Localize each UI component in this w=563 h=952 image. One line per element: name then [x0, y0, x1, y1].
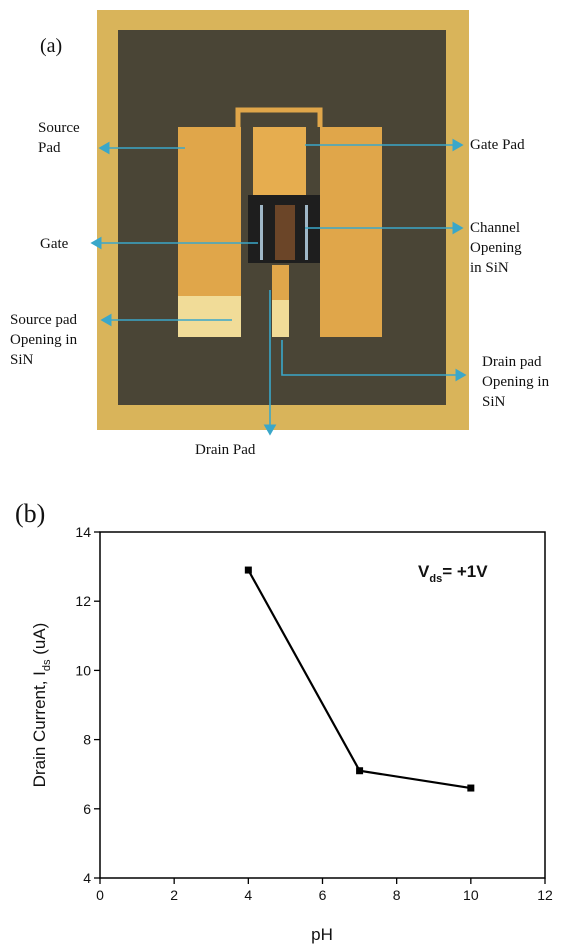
label: SiN: [482, 394, 506, 410]
label: Channel: [470, 220, 520, 236]
x-tick-label: 12: [537, 887, 553, 903]
y-tick-label: 4: [83, 870, 91, 886]
y-tick-label: 10: [75, 662, 91, 678]
annotation-rest: = +1V: [442, 562, 488, 581]
figure: (a) (b) pH Drain Current, Ids (uA) Vds= …: [0, 0, 563, 952]
micrograph: [97, 10, 469, 430]
panel-tag: (b): [15, 499, 45, 528]
annotation-sub: ds: [429, 573, 442, 585]
x-tick-label: 8: [393, 887, 401, 903]
data-point: [245, 567, 252, 574]
x-tick-label: 10: [463, 887, 479, 903]
x-tick-label: 2: [170, 887, 178, 903]
label: Opening in: [482, 374, 550, 390]
label: Drain Pad: [195, 442, 256, 458]
y-tick-label: 12: [75, 593, 91, 609]
label: Source: [38, 120, 80, 136]
label: SiN: [10, 352, 34, 368]
label: Gate Pad: [470, 137, 525, 153]
x-tick-label: 0: [96, 887, 104, 903]
label: Gate: [40, 236, 69, 252]
y-axis-label: Drain Current, Ids (uA): [30, 623, 53, 788]
y-tick-label: 6: [83, 801, 91, 817]
annotation-text: V: [418, 562, 430, 581]
data-point: [356, 767, 363, 774]
y-label-unit: (uA): [30, 623, 49, 660]
annotation: Vds= +1V: [418, 562, 488, 585]
data-point: [467, 785, 474, 792]
x-tick-label: 4: [244, 887, 252, 903]
y-tick-label: 14: [75, 524, 91, 540]
panel-tag: (a): [40, 35, 62, 57]
data-line: [248, 570, 471, 788]
y-label-text: Drain Current, I: [30, 671, 49, 787]
x-tick-label: 6: [319, 887, 327, 903]
y-label-sub: ds: [41, 659, 53, 671]
label: Source pad: [10, 312, 78, 328]
label: Opening: [470, 240, 522, 256]
label: Pad: [38, 140, 61, 156]
label: Drain pad: [482, 354, 542, 370]
x-axis-label: pH: [311, 925, 333, 944]
y-tick-label: 8: [83, 732, 91, 748]
label: in SiN: [470, 260, 509, 276]
label: Opening in: [10, 332, 78, 348]
